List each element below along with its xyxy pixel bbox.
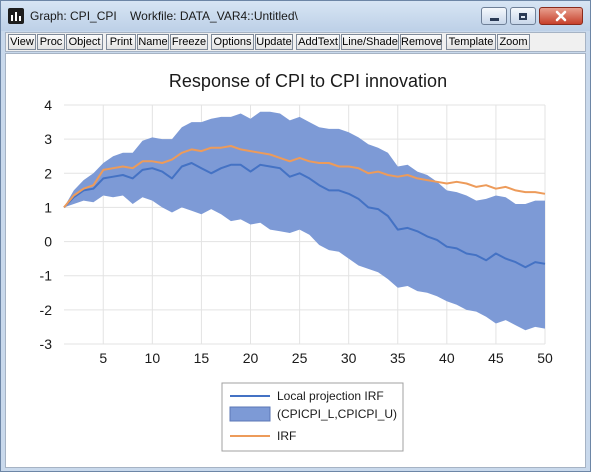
close-button[interactable] [539, 7, 583, 25]
y-tick-label: -3 [40, 336, 53, 352]
graph-app-icon [8, 8, 24, 24]
minimize-icon [489, 17, 499, 21]
addtext-button[interactable]: AddText [296, 34, 340, 50]
irf-line [63, 145, 546, 209]
maximize-button[interactable] [510, 7, 536, 25]
window-title: Graph: CPI_CPI Workfile: DATA_VAR4::Unti… [30, 9, 298, 23]
minimize-button[interactable] [481, 7, 507, 25]
graph-area[interactable]: Response of CPI to CPI innovation -3 -2 -1… [5, 53, 586, 468]
y-tick-label: 2 [44, 165, 52, 181]
y-tick-label: -1 [40, 268, 53, 284]
x-tick-label: 20 [243, 350, 259, 366]
zoom-button[interactable]: Zoom [497, 34, 530, 50]
line-shade-button[interactable]: Line/Shade [341, 34, 399, 50]
x-tick-label: 35 [390, 350, 406, 366]
local-projection-irf-line [63, 162, 546, 269]
close-icon [555, 10, 567, 22]
legend-swatch-band [229, 406, 271, 422]
chart-legend: Local projection IRF (CPICPI_L,CPICPI_U)… [221, 382, 404, 452]
confidence-band [64, 111, 545, 331]
freeze-button[interactable]: Freeze [170, 34, 208, 50]
x-tick-label: 40 [439, 350, 455, 366]
y-tick-label: 3 [44, 131, 52, 147]
x-tick-label: 5 [99, 350, 107, 366]
x-tick-label: 30 [341, 350, 357, 366]
legend-label-local-projection: Local projection IRF [277, 389, 384, 403]
y-tick-label: 0 [44, 234, 52, 250]
legend-label-band: (CPICPI_L,CPICPI_U) [277, 407, 397, 421]
x-tick-label: 25 [292, 350, 308, 366]
irf-chart: Response of CPI to CPI innovation -3 -2 -1… [40, 71, 553, 452]
name-button[interactable]: Name [137, 34, 169, 50]
title-bar[interactable]: Graph: CPI_CPI Workfile: DATA_VAR4::Unti… [1, 1, 590, 31]
view-button[interactable]: View [8, 34, 36, 50]
legend-label-irf: IRF [277, 429, 296, 443]
update-button[interactable]: Update [255, 34, 293, 50]
y-tick-label: -2 [40, 302, 53, 318]
object-button[interactable]: Object [66, 34, 103, 50]
chart-title: Response of CPI to CPI innovation [169, 71, 447, 91]
x-tick-label: 45 [488, 350, 504, 366]
remove-button[interactable]: Remove [400, 34, 442, 50]
print-button[interactable]: Print [106, 34, 136, 50]
x-tick-label: 50 [537, 350, 553, 366]
y-tick-label: 4 [44, 97, 52, 113]
y-tick-label: 1 [44, 199, 52, 215]
proc-button[interactable]: Proc [37, 34, 65, 50]
maximize-icon [519, 12, 527, 20]
x-tick-label: 10 [145, 350, 161, 366]
x-tick-label: 15 [194, 350, 210, 366]
options-button[interactable]: Options [211, 34, 254, 50]
graph-toolbar: View Proc Object Print Name Freeze Optio… [5, 32, 586, 52]
template-button[interactable]: Template [446, 34, 496, 50]
